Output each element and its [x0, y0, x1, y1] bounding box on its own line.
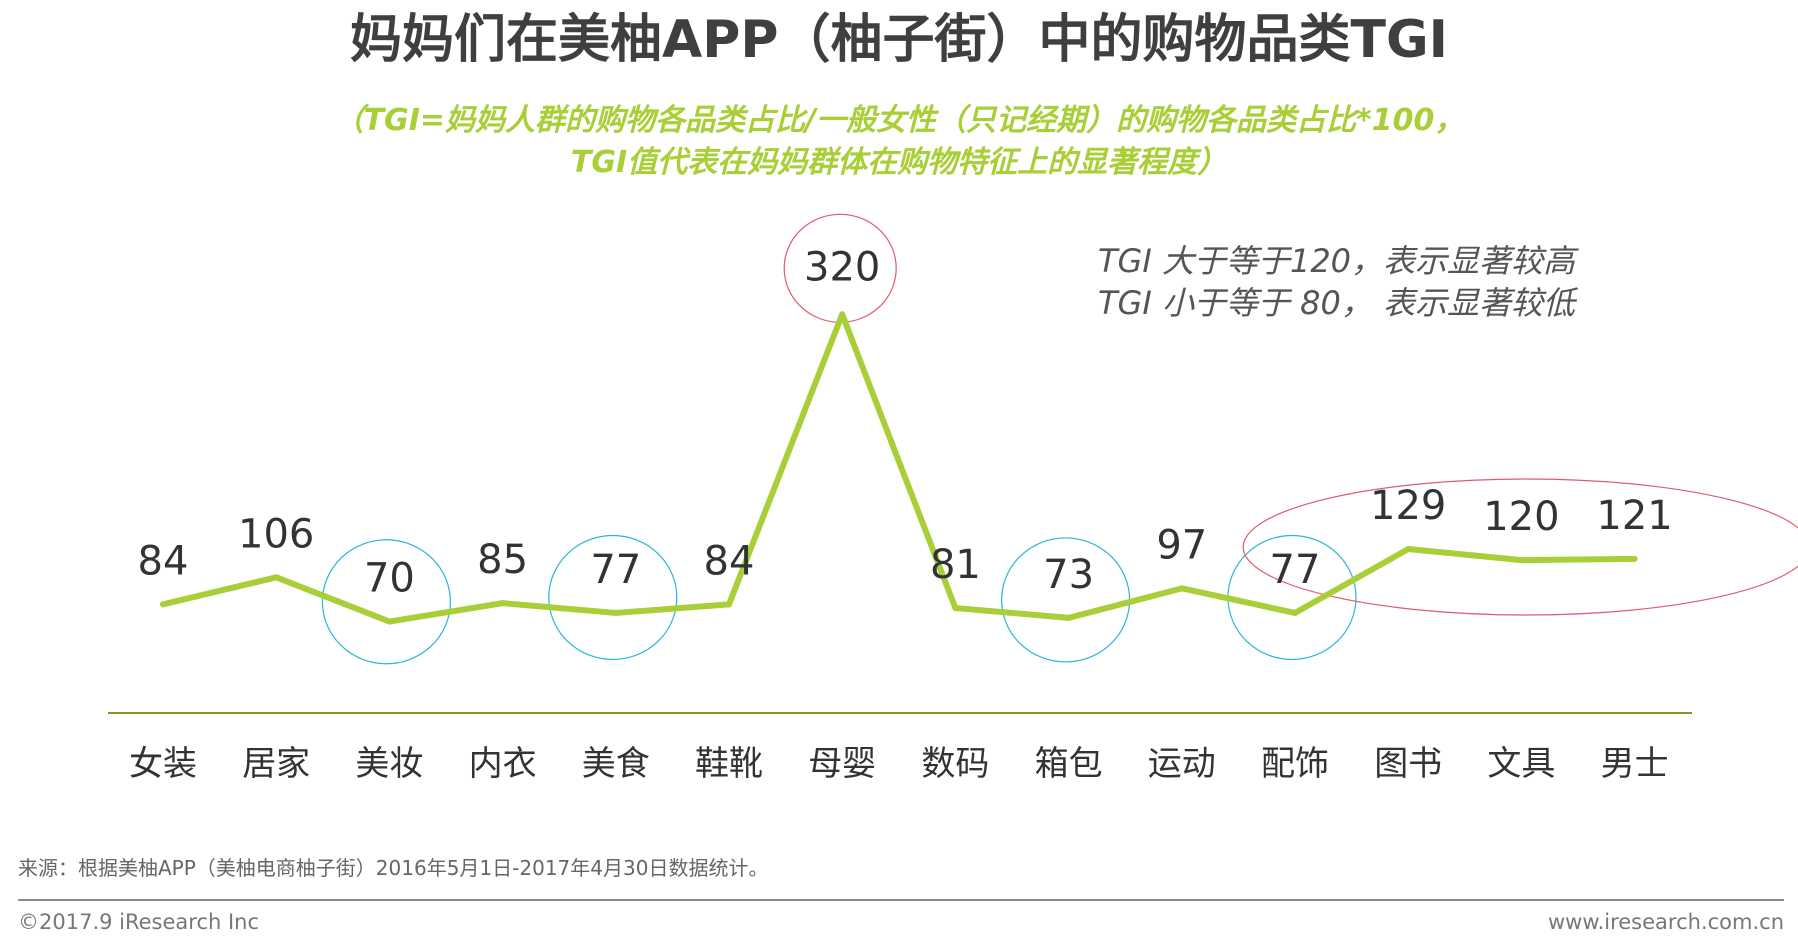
subtitle-line-2: TGI值代表在妈妈群体在购物特征上的显著程度）: [570, 145, 1228, 180]
note-line-low: TGI 小于等于 80， 表示显著较低: [1098, 284, 1576, 322]
category-label-女装: 女装: [129, 744, 197, 784]
category-label-文具: 文具: [1487, 744, 1555, 784]
data-point-鞋靴: [726, 601, 732, 608]
data-label-美食: 77: [590, 547, 641, 593]
footer-divider: [18, 899, 1784, 901]
category-label-图书: 图书: [1374, 744, 1442, 784]
category-label-配饰: 配饰: [1261, 744, 1329, 784]
data-label-女装: 84: [138, 538, 189, 584]
tgi-series-line: [160, 311, 1638, 625]
data-label-配饰: 77: [1270, 547, 1321, 593]
category-label-箱包: 箱包: [1035, 744, 1103, 784]
data-label-居家: 106: [238, 511, 314, 557]
copyright: ©2017.9 iResearch Inc: [18, 910, 260, 934]
data-point-母婴: [839, 311, 846, 318]
data-label-箱包: 73: [1043, 552, 1094, 598]
category-label-运动: 运动: [1148, 744, 1216, 784]
data-point-箱包: [1065, 614, 1072, 621]
data-label-鞋靴: 84: [704, 538, 755, 584]
website-link[interactable]: www.iresearch.com.cn: [1547, 910, 1784, 934]
data-point-运动: [1178, 585, 1185, 592]
data-point-数码: [952, 605, 959, 612]
high-tgi-group-circle: [1242, 478, 1798, 616]
category-label-鞋靴: 鞋靴: [695, 744, 763, 784]
tgi-threshold-note: TGI 大于等于120，表示显著较高 TGI 小于等于 80， 表示显著较低: [1098, 240, 1575, 324]
data-label-图书: 129: [1370, 483, 1446, 529]
category-label-母婴: 母婴: [808, 744, 876, 784]
low-tgi-circle: [548, 534, 678, 661]
category-label-美妆: 美妆: [355, 744, 423, 784]
category-label-男士: 男士: [1601, 744, 1669, 784]
data-point-居家: [273, 574, 280, 581]
data-point-男士: [1631, 555, 1638, 562]
chart-title: 妈妈们在美柚APP（柚子街）中的购物品类TGI: [350, 10, 1448, 70]
data-label-运动: 97: [1156, 522, 1207, 568]
low-tgi-circle: [321, 539, 451, 665]
chart-subtitle: （TGI=妈妈人群的购物各品类占比/一般女性（只记经期）的购物各品类占比*100…: [0, 100, 1798, 184]
data-label-文具: 120: [1483, 494, 1559, 540]
data-label-内衣: 85: [477, 537, 528, 583]
category-label-居家: 居家: [242, 744, 310, 784]
data-label-数码: 81: [930, 542, 981, 588]
data-label-母婴: 320: [804, 244, 880, 290]
data-point-内衣: [499, 600, 506, 607]
data-point-配饰: [1292, 609, 1298, 616]
category-label-内衣: 内衣: [469, 744, 537, 784]
data-label-男士: 121: [1596, 493, 1672, 539]
data-point-美食: [612, 609, 619, 616]
data-label-美妆: 70: [364, 556, 415, 602]
subtitle-line-1: （TGI=妈妈人群的购物各品类占比/一般女性（只记经期）的购物各品类占比*100…: [333, 103, 1465, 138]
note-line-high: TGI 大于等于120，表示显著较高: [1098, 242, 1576, 280]
data-point-文具: [1518, 557, 1525, 564]
category-label-数码: 数码: [921, 744, 989, 784]
data-point-女装: [160, 601, 166, 608]
data-point-美妆: [386, 618, 393, 625]
data-point-图书: [1405, 546, 1412, 553]
data-source: 来源：根据美柚APP（美柚电商柚子街）2016年5月1日-2017年4月30日数…: [18, 856, 769, 880]
category-label-美食: 美食: [582, 744, 650, 784]
